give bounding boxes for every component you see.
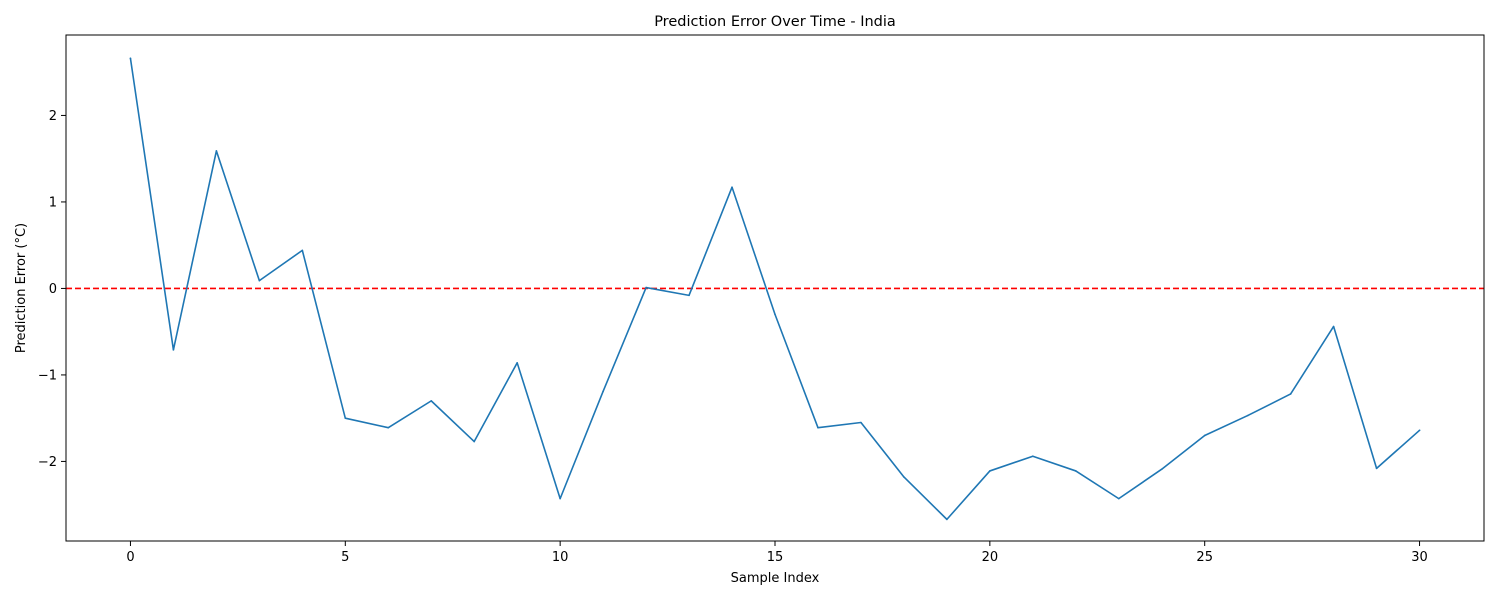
- y-axis: −2 −1 0 1 2: [38, 109, 66, 470]
- data-point: [516, 362, 518, 364]
- y-tick-label: 1: [49, 195, 57, 210]
- data-point: [1246, 414, 1249, 417]
- data-point: [430, 400, 433, 402]
- x-tick-label: 25: [1196, 550, 1213, 565]
- data-point: [473, 440, 476, 443]
- x-tick-label: 15: [767, 550, 784, 565]
- data-point: [645, 286, 647, 289]
- data-point: [1332, 325, 1335, 328]
- data-point: [1375, 467, 1378, 470]
- data-point: [387, 426, 390, 429]
- data-point: [301, 249, 304, 252]
- data-point: [817, 426, 819, 429]
- data-point: [989, 470, 991, 472]
- data-point: [215, 150, 218, 152]
- x-axis-label: Sample Index: [731, 571, 820, 586]
- data-point: [860, 421, 862, 424]
- data-point: [903, 476, 905, 478]
- data-point: [1074, 470, 1077, 472]
- data-point: [1160, 468, 1163, 471]
- y-axis-label: Prediction Error (°C): [14, 223, 29, 353]
- x-tick-label: 30: [1411, 550, 1428, 565]
- x-tick-label: 20: [982, 550, 999, 565]
- chart-title: Prediction Error Over Time - India: [654, 14, 896, 30]
- data-point: [731, 186, 733, 189]
- data-point: [172, 349, 175, 351]
- y-tick-label: −1: [38, 368, 57, 383]
- data-point: [1117, 497, 1120, 500]
- data-point: [1289, 393, 1292, 395]
- data-point: [559, 497, 561, 500]
- data-point: [946, 518, 948, 521]
- x-tick-label: 5: [341, 550, 349, 565]
- data-point: [1203, 434, 1206, 437]
- data-point: [1418, 429, 1421, 432]
- y-tick-label: −2: [38, 455, 57, 470]
- data-point: [258, 279, 261, 282]
- y-tick-label: 0: [49, 282, 57, 297]
- series-layer: [129, 57, 1421, 521]
- data-point: [1032, 455, 1034, 458]
- y-tick-label: 2: [49, 109, 57, 124]
- data-point: [688, 294, 690, 297]
- x-tick-label: 0: [126, 550, 134, 565]
- data-point: [344, 417, 347, 419]
- x-tick-label: 10: [552, 550, 569, 565]
- data-point: [129, 57, 132, 60]
- data-point: [602, 390, 604, 393]
- x-axis: 0 5 10 15 20 25 30: [126, 541, 1428, 565]
- data-point: [774, 313, 776, 316]
